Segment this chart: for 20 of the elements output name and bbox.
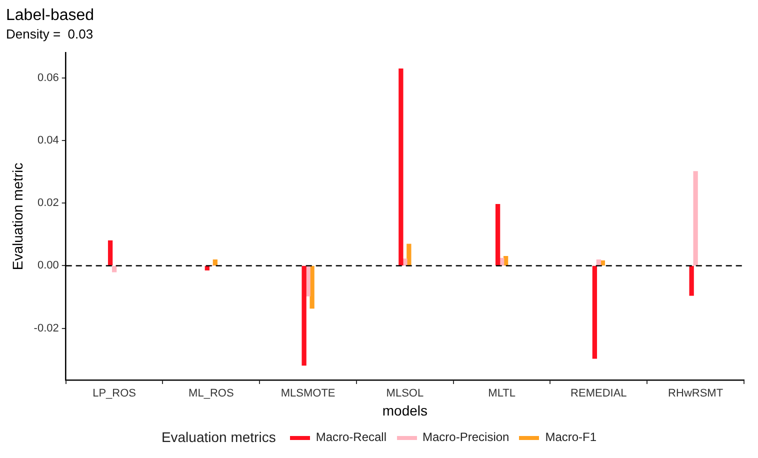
y-tick-label: -0.02 (34, 322, 59, 334)
x-tick-label: MLSOL (386, 388, 424, 400)
chart-title: Label-based (6, 7, 94, 24)
x-tick-label: RHwRSMT (668, 388, 724, 400)
x-tick-label: MLTL (488, 388, 516, 400)
y-tick-label: 0.06 (37, 72, 59, 84)
y-tick-label: 0.00 (37, 260, 59, 272)
legend-label: Macro-Precision (422, 430, 510, 444)
legend-title: Evaluation metrics (161, 429, 276, 445)
x-axis-title: models (382, 402, 428, 418)
y-tick-label: 0.04 (37, 134, 59, 146)
x-tick-label: MLSMOTE (280, 388, 336, 400)
y-tick-label: 0.02 (37, 197, 59, 210)
y-axis-title: Evaluation metric (9, 162, 26, 270)
x-tick-label: ML_ROS (188, 388, 234, 400)
legend-label: Macro-Recall (316, 430, 387, 444)
chart-subtitle: Density = 0.03 (6, 26, 94, 42)
legend-label: Macro-F1 (545, 430, 597, 444)
x-tick-label: REMEDIAL (570, 388, 627, 400)
x-tick-label: LP_ROS (92, 388, 136, 400)
